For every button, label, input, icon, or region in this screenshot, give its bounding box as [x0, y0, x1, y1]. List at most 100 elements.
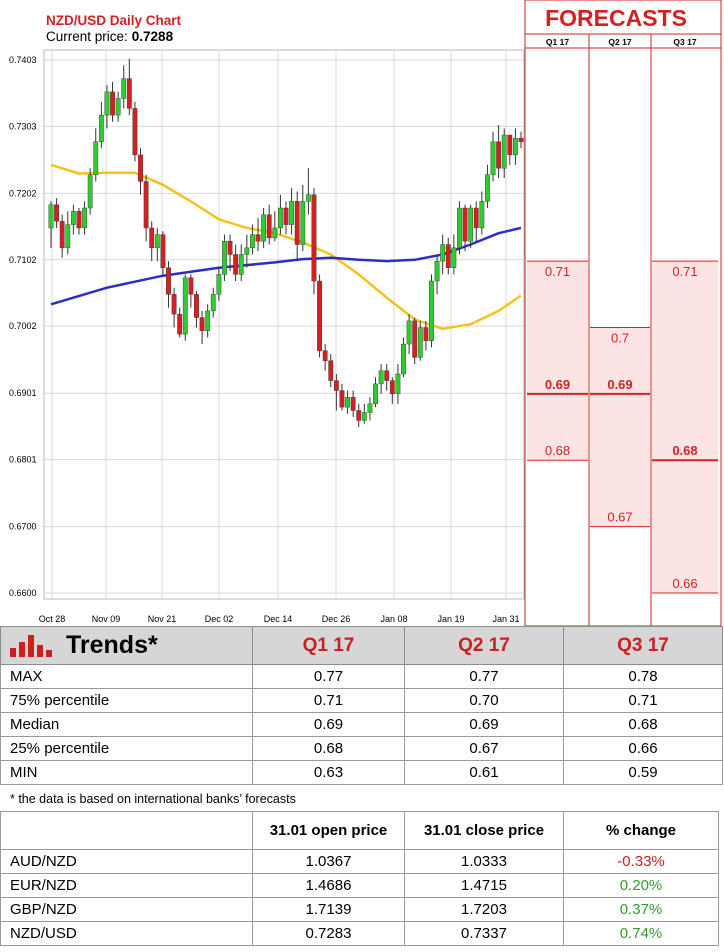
candle-body	[261, 214, 267, 242]
candle-body	[294, 201, 300, 245]
forecast-median-label: 0.68	[672, 443, 697, 458]
candle-body	[171, 294, 177, 315]
y-tick-label: 0.6801	[9, 455, 37, 465]
candle-body	[317, 280, 322, 351]
candle-body	[278, 207, 283, 229]
y-tick-label: 0.7002	[9, 321, 37, 331]
candle-body	[255, 234, 261, 242]
row-label: 25% percentile	[0, 736, 253, 761]
pair-label: GBP/NZD	[0, 897, 253, 922]
candle-body	[373, 383, 378, 405]
trends-header-row: Trends* Q1 17 Q2 17 Q3 17	[0, 626, 723, 665]
row-label: 75% percentile	[0, 688, 253, 713]
candle-body	[70, 211, 76, 225]
candle-body	[154, 234, 160, 249]
forecast-panel: Q1 17 0.71 0.69 0.68 Q2 17 0.7 0.69 0.67 Q3 17 0.…	[524, 0, 722, 626]
current-price: Current price: 0.7288	[46, 29, 174, 44]
cell-value: 0.70	[404, 688, 564, 713]
candle-body	[160, 234, 166, 268]
y-tick-label: 0.6901	[9, 388, 37, 398]
candlesticks	[48, 58, 524, 428]
open-price: 0.7283	[252, 921, 405, 946]
forecast-column-label: Q2 17	[608, 37, 631, 47]
candle-body	[356, 410, 362, 421]
candle-body	[121, 78, 127, 99]
candle-body	[507, 134, 513, 156]
candle-body	[65, 224, 71, 249]
candle-body	[216, 274, 222, 295]
candle-body	[227, 241, 233, 255]
candle-body	[513, 138, 518, 156]
cell-value: 0.77	[252, 664, 405, 689]
candle-body	[199, 317, 205, 332]
candle-body	[434, 260, 440, 282]
table-row: 75% percentile 0.71 0.70 0.71	[0, 688, 723, 713]
cell-value: 0.68	[563, 712, 723, 737]
row-label: Median	[0, 712, 253, 737]
percent-change: -0.33%	[563, 849, 719, 874]
x-tick-label: Jan 19	[437, 614, 464, 624]
candle-body	[445, 244, 451, 268]
candle-body	[54, 204, 59, 222]
cell-value: 0.77	[404, 664, 564, 689]
candle-body	[272, 227, 278, 239]
forecast-high-label: 0.71	[672, 264, 697, 279]
cell-value: 0.68	[252, 736, 405, 761]
candle-body	[76, 211, 82, 229]
y-axis-ticks: 0.7403 0.7303 0.7202 0.7102 0.7002 0.6901 0.68…	[9, 55, 37, 598]
trends-title: Trends*	[66, 631, 158, 659]
prices-corner-cell	[0, 811, 253, 850]
prices-table: 31.01 open price 31.01 close price % cha…	[0, 811, 719, 946]
candle-body	[473, 207, 479, 229]
moving-averages	[50, 163, 522, 331]
close-price: 1.0333	[404, 849, 564, 874]
current-price-value: 0.7288	[132, 29, 174, 44]
candle-body	[210, 294, 216, 312]
candle-body	[361, 412, 367, 421]
percent-change: 0.20%	[563, 873, 719, 898]
forecast-range	[590, 327, 650, 527]
pair-label: EUR/NZD	[0, 873, 253, 898]
candle-body	[115, 98, 121, 116]
table-row: Median 0.69 0.69 0.68	[0, 712, 723, 737]
candle-body	[244, 247, 250, 255]
forecast-low-label: 0.66	[672, 576, 697, 591]
cell-value: 0.69	[404, 712, 564, 737]
row-label: MIN	[0, 760, 253, 785]
cell-value: 0.59	[563, 760, 723, 785]
table-row: NZD/USD 0.7283 0.7337 0.74%	[0, 921, 719, 946]
table-row: EUR/NZD 1.4686 1.4715 0.20%	[0, 873, 719, 898]
percent-change: 0.37%	[563, 897, 719, 922]
candle-body	[429, 280, 434, 341]
trends-column-q1: Q1 17	[252, 626, 405, 665]
close-price: 0.7337	[404, 921, 564, 946]
forecast-median-label: 0.69	[545, 377, 570, 392]
candle-body	[283, 207, 289, 225]
candle-body	[378, 370, 384, 385]
forecast-column-label: Q3 17	[673, 37, 696, 47]
forecast-column-label: Q1 17	[546, 37, 569, 47]
forecast-median-label: 0.69	[607, 377, 632, 392]
candle-body	[462, 207, 468, 242]
forecast-low-label: 0.67	[607, 510, 632, 525]
open-price: 1.7139	[252, 897, 405, 922]
bar-chart-icon	[10, 634, 52, 657]
candle-body	[110, 91, 115, 116]
trends-title-cell: Trends*	[0, 626, 253, 665]
moving-average-line	[50, 226, 522, 306]
candle-body	[496, 141, 502, 169]
cell-value: 0.71	[563, 688, 723, 713]
close-price: 1.7203	[404, 897, 564, 922]
candle-body	[182, 277, 188, 335]
nzd-usd-chart: 0.7403 0.7303 0.7202 0.7102 0.7002 0.6901 0.68…	[9, 0, 722, 626]
candle-body	[188, 277, 194, 295]
candle-body	[143, 181, 149, 229]
forecast-range	[652, 261, 718, 593]
cell-value: 0.66	[563, 736, 723, 761]
column-close-price: 31.01 close price	[404, 811, 564, 850]
open-price: 1.0367	[252, 849, 405, 874]
candle-body	[322, 350, 328, 361]
candle-body	[406, 320, 412, 345]
candle-body	[384, 370, 390, 381]
x-axis-ticks: Oct 28 Nov 09 Nov 21 Dec 02 Dec 14 Dec 26 Jan …	[39, 614, 520, 624]
